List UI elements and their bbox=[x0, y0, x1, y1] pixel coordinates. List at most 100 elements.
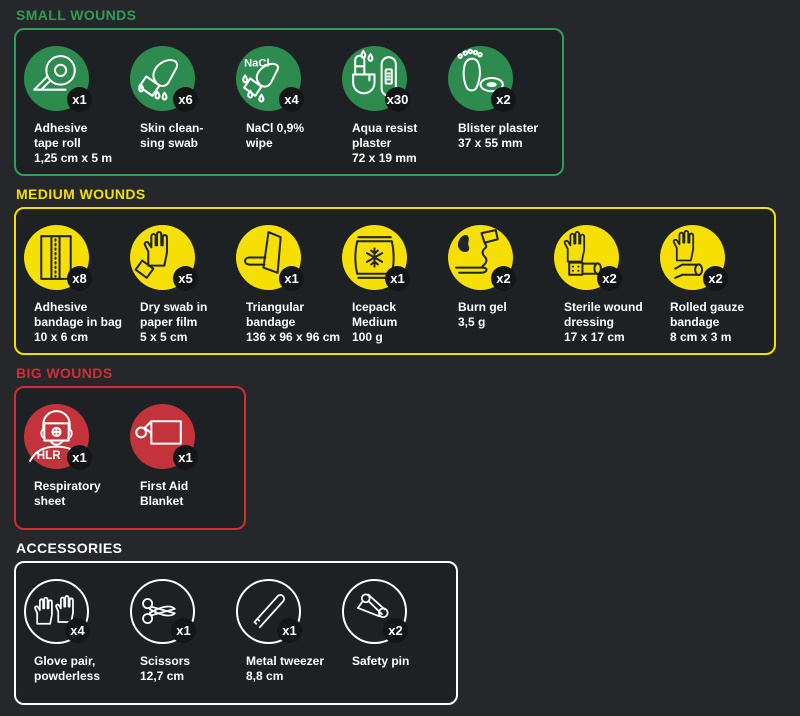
item-circle: x1 bbox=[236, 225, 304, 291]
item-circle: x5 bbox=[130, 225, 198, 291]
quantity-text: x5 bbox=[178, 271, 193, 286]
first-aid-blanket-icon bbox=[130, 404, 195, 469]
item-respiratory-sheet: HLR x1 Respiratory sheet bbox=[24, 404, 130, 509]
item-label: Safety pin bbox=[352, 654, 410, 668]
item-label: Respiratory sheet bbox=[34, 479, 101, 508]
item-label: Glove pair, powderless bbox=[34, 654, 101, 683]
section-title: ACCESSORIES bbox=[16, 540, 123, 556]
item-circle: x1 bbox=[342, 225, 410, 291]
item-circle: x1 bbox=[24, 46, 92, 112]
item-label: NaCl 0,9% wipe bbox=[246, 121, 305, 150]
quantity-badge: x1 bbox=[67, 445, 92, 470]
quantity-badge: x2 bbox=[383, 618, 408, 643]
section-accessories: ACCESSORIES x4 Glove pair, powderless x1… bbox=[14, 541, 800, 716]
quantity-text: x1 bbox=[390, 271, 405, 286]
item-circle: x2 bbox=[342, 579, 408, 644]
quantity-text: x2 bbox=[708, 271, 723, 286]
quantity-badge: x2 bbox=[597, 266, 622, 291]
item-circle: x2 bbox=[554, 225, 622, 291]
item-dry-swab: x5 Dry swab in paper film 5 x 5 cm bbox=[130, 225, 236, 345]
quantity-badge: x1 bbox=[171, 618, 196, 643]
item-circle: x2 bbox=[660, 225, 728, 291]
item-rolled-gauze-bandage: x2 Rolled gauze bandage 8 cm x 3 m bbox=[660, 225, 766, 345]
section-small-wounds: SMALL WOUNDS x1 Adhesive tape roll 1,25 … bbox=[14, 8, 800, 187]
quantity-badge: x1 bbox=[67, 87, 92, 112]
section-box: HLR x1 Respiratory sheet x1 First Aid Bl… bbox=[14, 386, 246, 530]
item-blister-plaster: x2 Blister plaster 37 x 55 mm bbox=[448, 46, 554, 151]
item-label: Blister plaster 37 x 55 mm bbox=[458, 121, 539, 150]
item-first-aid-blanket: x1 First Aid Blanket bbox=[130, 404, 236, 509]
item-label: Dry swab in paper film 5 x 5 cm bbox=[140, 300, 208, 344]
quantity-text: x30 bbox=[386, 92, 409, 107]
item-metal-tweezer: x1 Metal tweezer 8,8 cm bbox=[236, 579, 342, 684]
quantity-badge: x30 bbox=[385, 87, 410, 112]
section-title: MEDIUM WOUNDS bbox=[16, 186, 146, 202]
item-label: Icepack Medium 100 g bbox=[352, 300, 398, 344]
quantity-text: x1 bbox=[284, 271, 299, 286]
item-label: Aqua resist plaster 72 x 19 mm bbox=[352, 121, 418, 165]
section-box: x1 Adhesive tape roll 1,25 cm x 5 m x6 S… bbox=[14, 28, 564, 176]
quantity-badge: x2 bbox=[491, 266, 516, 291]
quantity-text: x2 bbox=[602, 271, 617, 286]
item-circle: x30 bbox=[342, 46, 410, 112]
quantity-text: x1 bbox=[72, 92, 87, 107]
metal-tweezer-icon bbox=[238, 581, 299, 642]
quantity-badge: x2 bbox=[703, 266, 728, 291]
rolled-gauze-bandage-icon bbox=[660, 225, 725, 290]
quantity-badge: x4 bbox=[65, 618, 90, 643]
item-skin-cleansing-swab: x6 Skin clean- sing swab bbox=[130, 46, 236, 151]
section-title: SMALL WOUNDS bbox=[16, 7, 137, 23]
svg-text:HLR: HLR bbox=[37, 449, 62, 462]
item-circle: x2 bbox=[448, 46, 516, 112]
svg-text:NaCl: NaCl bbox=[244, 57, 269, 69]
item-circle: x4 bbox=[24, 579, 90, 644]
glove-pair-icon bbox=[26, 581, 87, 642]
item-circle: x1 bbox=[130, 579, 196, 644]
section-medium-wounds: MEDIUM WOUNDS x8 Adhesive bandage in bag… bbox=[14, 187, 800, 366]
item-adhesive-bandage-bag: x8 Adhesive bandage in bag 10 x 6 cm bbox=[24, 225, 130, 345]
scissors-icon bbox=[132, 581, 193, 642]
quantity-text: x4 bbox=[70, 623, 85, 638]
respiratory-sheet-icon: HLR bbox=[24, 404, 89, 469]
quantity-badge: x1 bbox=[279, 266, 304, 291]
quantity-badge: x5 bbox=[173, 266, 198, 291]
item-label: Metal tweezer 8,8 cm bbox=[246, 654, 325, 683]
item-safety-pin: x2 Safety pin bbox=[342, 579, 448, 669]
item-triangular-bandage: x1 Triangular bandage 136 x 96 x 96 cm bbox=[236, 225, 342, 345]
blister-plaster-icon bbox=[448, 46, 513, 111]
item-label: Triangular bandage 136 x 96 x 96 cm bbox=[246, 300, 341, 344]
item-circle: NaCl x4 bbox=[236, 46, 304, 112]
adhesive-bandage-bag-icon bbox=[24, 225, 89, 290]
quantity-text: x1 bbox=[282, 623, 297, 638]
section-box: x8 Adhesive bandage in bag 10 x 6 cm x5 … bbox=[14, 207, 776, 355]
item-burn-gel: x2 Burn gel 3,5 g bbox=[448, 225, 554, 330]
section-big-wounds: BIG WOUNDS HLR x1 Respiratory sheet x1 F… bbox=[14, 366, 800, 541]
quantity-badge: x6 bbox=[173, 87, 198, 112]
item-aqua-resist-plaster: x30 Aqua resist plaster 72 x 19 mm bbox=[342, 46, 448, 166]
item-label: Burn gel 3,5 g bbox=[458, 300, 507, 329]
item-circle: x1 bbox=[130, 404, 198, 470]
quantity-badge: x4 bbox=[279, 87, 304, 112]
item-label: Skin clean- sing swab bbox=[140, 121, 204, 150]
item-label: Sterile wound dressing 17 x 17 cm bbox=[564, 300, 643, 344]
quantity-text: x2 bbox=[496, 92, 511, 107]
quantity-badge: x1 bbox=[385, 266, 410, 291]
item-label: Adhesive bandage in bag 10 x 6 cm bbox=[34, 300, 123, 344]
item-sterile-wound-dressing: x2 Sterile wound dressing 17 x 17 cm bbox=[554, 225, 660, 345]
item-circle: x6 bbox=[130, 46, 198, 112]
item-label: Rolled gauze bandage 8 cm x 3 m bbox=[670, 300, 745, 344]
burn-gel-icon bbox=[448, 225, 513, 290]
skin-cleansing-swab-icon bbox=[130, 46, 195, 111]
item-label: Scissors 12,7 cm bbox=[140, 654, 191, 683]
section-title: BIG WOUNDS bbox=[16, 365, 113, 381]
quantity-text: x1 bbox=[176, 623, 191, 638]
section-box: x4 Glove pair, powderless x1 Scissors 12… bbox=[14, 561, 458, 705]
quantity-badge: x2 bbox=[491, 87, 516, 112]
quantity-text: x8 bbox=[72, 271, 87, 286]
item-adhesive-tape-roll: x1 Adhesive tape roll 1,25 cm x 5 m bbox=[24, 46, 130, 166]
item-glove-pair: x4 Glove pair, powderless bbox=[24, 579, 130, 684]
safety-pin-icon bbox=[344, 581, 405, 642]
quantity-badge: x8 bbox=[67, 266, 92, 291]
item-scissors: x1 Scissors 12,7 cm bbox=[130, 579, 236, 684]
